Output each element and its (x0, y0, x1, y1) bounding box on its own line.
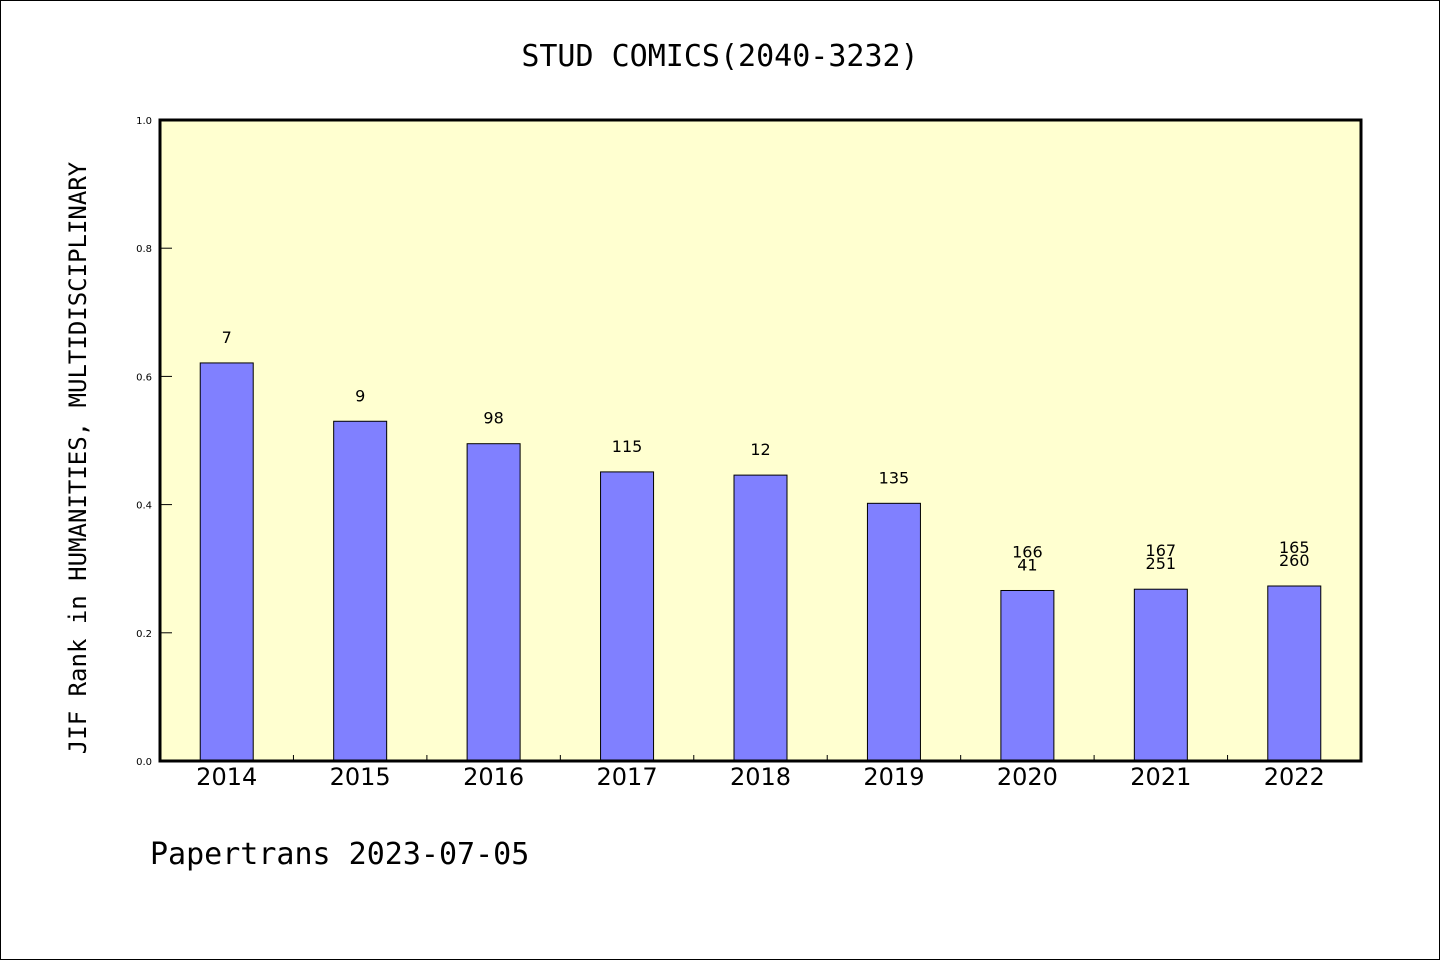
data-label: 251 (1146, 554, 1177, 573)
x-tick-label: 2015 (330, 763, 391, 791)
bar-2020 (1000, 589, 1055, 762)
x-tick-label: 2020 (997, 763, 1058, 791)
data-label: 9 (355, 386, 365, 405)
y-tick-label: 1.0 (136, 116, 152, 127)
data-label: 165 (1279, 538, 1310, 557)
x-tick-label: 2016 (463, 763, 524, 791)
plot-border (158, 118, 1363, 763)
bar-2018 (733, 474, 788, 762)
bar-2019 (866, 502, 921, 762)
y-ticks: 0.0 0.2 0.4 0.6 0.8 1.0 (136, 116, 172, 768)
x-tick-label: 2017 (597, 763, 658, 791)
bar-2022 (1267, 585, 1322, 762)
x-tick-label: 2014 (196, 763, 257, 791)
data-label: 167 (1146, 541, 1177, 560)
bar-2015 (333, 420, 388, 762)
data-label: 260 (1279, 551, 1310, 570)
data-label: 12 (750, 440, 770, 459)
x-tick-label: 2018 (730, 763, 791, 791)
data-label: 7 (222, 328, 232, 347)
x-tick-label: 2019 (863, 763, 924, 791)
x-ticks: 2014 2015 2016 2017 2018 2019 2020 2021 2022 (196, 755, 1325, 791)
bar-2017 (600, 471, 655, 762)
footer-text: Papertrans 2023-07-05 (150, 837, 529, 872)
y-axis-label: JIF Rank in HUMANITIES, MULTIDISCIPLINAR… (64, 161, 92, 754)
y-tick-label: 0.2 (136, 629, 152, 640)
bar-2014 (199, 362, 254, 762)
y-tick-label: 0.6 (136, 372, 152, 383)
y-tick-label: 0.8 (136, 244, 152, 255)
data-label: 41 (1017, 555, 1037, 574)
chart-title: STUD COMICS(2040-3232) (521, 39, 918, 74)
bars (199, 362, 1322, 762)
data-label: 98 (483, 409, 503, 428)
y-tick-label: 0.4 (136, 501, 152, 512)
x-tick-label: 2021 (1130, 763, 1191, 791)
data-label: 115 (612, 437, 643, 456)
y-tick-label: 0.0 (136, 757, 152, 768)
bar-2021 (1133, 588, 1188, 762)
data-label: 166 (1012, 542, 1043, 561)
bar-2016 (466, 443, 521, 762)
data-label: 135 (879, 468, 910, 487)
x-tick-label: 2022 (1264, 763, 1325, 791)
